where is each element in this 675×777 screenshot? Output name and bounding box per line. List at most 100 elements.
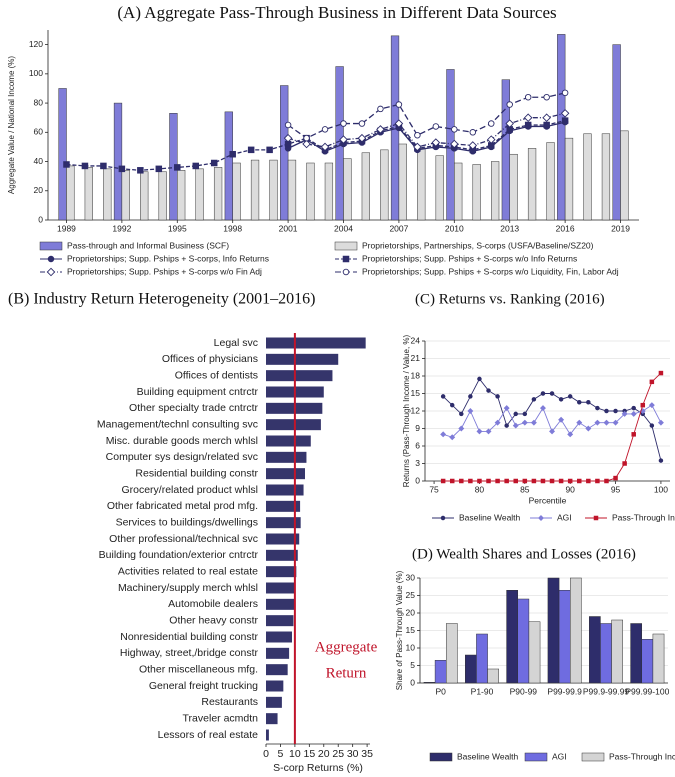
y-axis-title: Share of Pass-Through Value (%) xyxy=(395,570,404,690)
marker xyxy=(321,126,329,133)
bar xyxy=(380,149,389,221)
x-tick-label: 10 xyxy=(289,748,301,760)
x-tick-label: 80 xyxy=(475,484,485,494)
marker xyxy=(376,125,385,134)
y-axis-title: Returns (Pass-Through Income / Value, %) xyxy=(402,334,411,487)
bar xyxy=(600,623,612,684)
marker xyxy=(631,405,636,411)
y-tick-label: 9 xyxy=(415,423,420,433)
legend-label: Proprietorships; Supp. Pships + S-corps … xyxy=(362,253,577,263)
marker xyxy=(631,432,636,437)
y-tick-label: Misc. durable goods merch whlsl xyxy=(106,435,258,447)
x-tick-label: P0 xyxy=(435,686,446,696)
y-tick-label: Other heavy constr xyxy=(169,614,258,626)
x-tick-label: 2013 xyxy=(500,223,519,233)
x-tick-label: P99.99-100 xyxy=(625,686,669,696)
legend-swatch xyxy=(581,752,605,762)
bar xyxy=(266,615,294,627)
bar xyxy=(417,148,426,221)
marker xyxy=(450,139,459,149)
marker xyxy=(449,402,455,408)
bar xyxy=(266,419,321,431)
x-tick-label: 0 xyxy=(263,748,269,760)
bar xyxy=(547,577,560,684)
y-tick-label: 80 xyxy=(34,97,44,107)
marker xyxy=(512,422,519,429)
bar xyxy=(266,370,333,382)
marker xyxy=(603,419,610,426)
x-tick-label: 85 xyxy=(520,484,530,494)
bar xyxy=(158,171,167,221)
marker xyxy=(303,134,310,142)
y-tick-label: 12 xyxy=(411,405,421,415)
bar xyxy=(177,170,186,221)
marker xyxy=(468,478,473,484)
legend-label: Proprietorships, Partnerships, S-corps (… xyxy=(362,240,594,250)
bar xyxy=(527,148,537,221)
marker xyxy=(531,397,537,402)
bar xyxy=(84,167,93,221)
bar xyxy=(266,484,304,496)
marker xyxy=(459,411,464,417)
marker xyxy=(523,113,533,122)
marker xyxy=(440,431,447,438)
legend-label: Proprietorships; Supp. Pships + S-corps … xyxy=(67,266,262,276)
annotation: Return xyxy=(326,665,367,681)
y-axis-title: Aggregate Value / National Income (%) xyxy=(7,56,16,194)
marker xyxy=(540,391,546,396)
series-line xyxy=(66,119,566,171)
bar xyxy=(465,654,477,684)
y-tick-label: 100 xyxy=(29,68,43,78)
bar xyxy=(361,152,370,221)
marker xyxy=(503,405,510,412)
marker xyxy=(539,405,546,412)
marker xyxy=(640,402,646,408)
bar xyxy=(266,353,339,365)
marker xyxy=(358,120,366,127)
bar xyxy=(287,159,297,221)
bar xyxy=(324,162,334,221)
x-tick-label: 2019 xyxy=(611,223,630,233)
bar xyxy=(652,633,665,684)
y-tick-label: Legal svc xyxy=(214,337,258,349)
marker xyxy=(567,394,573,399)
marker xyxy=(530,419,537,426)
marker xyxy=(137,167,144,174)
marker xyxy=(100,162,107,170)
bar xyxy=(476,633,488,684)
legend-label: AGI xyxy=(557,512,572,522)
x-tick-label: 95 xyxy=(611,484,621,494)
marker xyxy=(395,101,403,108)
bar xyxy=(280,85,289,221)
marker xyxy=(604,408,609,414)
x-tick-label: 1992 xyxy=(112,223,131,233)
marker xyxy=(630,410,637,417)
y-tick-label: Residential building constr xyxy=(135,467,258,479)
x-tick-label: 2016 xyxy=(556,223,575,233)
y-tick-label: Other professional/technical svc xyxy=(109,533,258,545)
y-tick-label: 30 xyxy=(406,572,416,582)
y-tick-label: 5 xyxy=(410,660,415,670)
marker xyxy=(594,419,601,426)
marker xyxy=(468,394,473,399)
x-tick-label: 20 xyxy=(318,748,330,760)
legend-label: Pass-Through Income xyxy=(609,751,675,761)
marker xyxy=(394,119,404,128)
y-tick-label: 120 xyxy=(29,39,43,49)
bar xyxy=(620,130,629,221)
y-tick-label: 20 xyxy=(406,607,416,617)
marker xyxy=(658,370,664,376)
y-tick-label: 15 xyxy=(406,625,416,635)
legend-label: Baseline Wealth xyxy=(457,751,519,761)
x-tick-label: P99-99.9 xyxy=(547,686,582,696)
marker xyxy=(622,461,627,466)
y-tick-label: 25 xyxy=(406,590,416,600)
marker xyxy=(210,159,218,167)
bar xyxy=(528,621,541,684)
y-tick-label: Traveler acmdtn xyxy=(183,712,259,724)
bar xyxy=(601,133,611,221)
bar xyxy=(58,88,67,221)
marker xyxy=(595,478,600,484)
y-tick-label: Building equipment cntrctr xyxy=(137,386,259,398)
